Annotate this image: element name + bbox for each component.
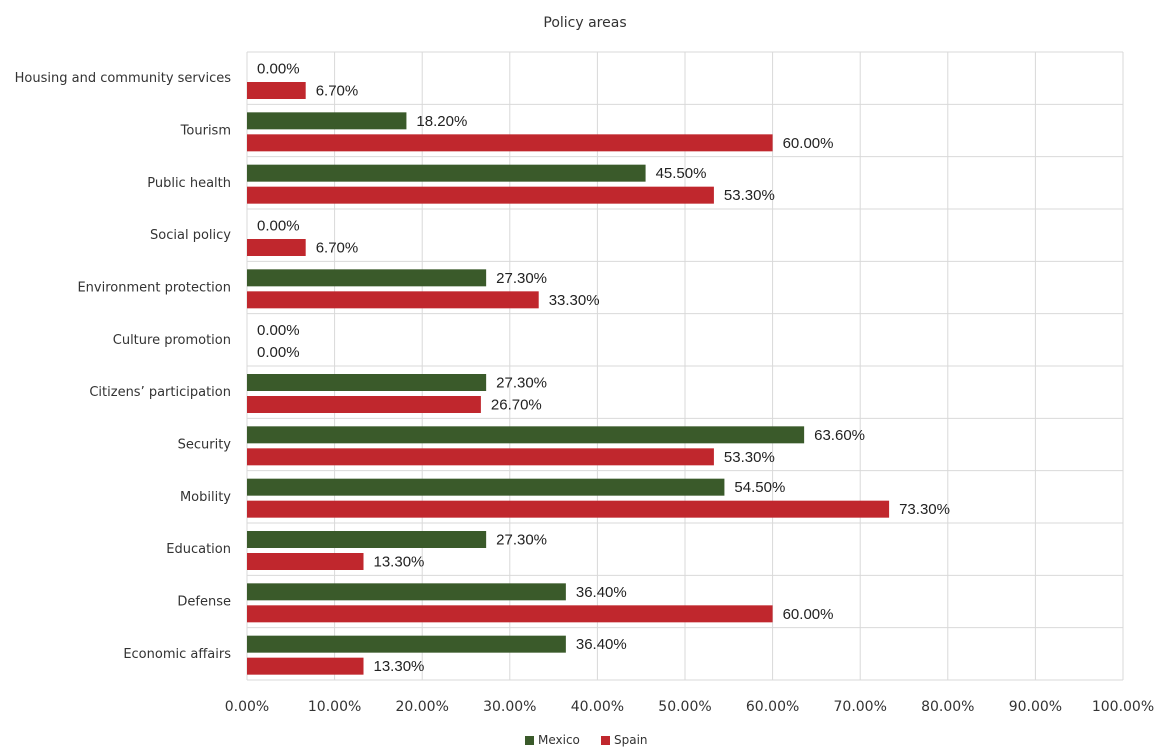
data-label-spain: 33.30% — [549, 292, 600, 309]
data-label-spain: 60.00% — [783, 135, 834, 152]
x-tick-label: 70.00% — [834, 699, 887, 715]
data-label-mexico: 27.30% — [496, 375, 547, 392]
data-label-spain: 60.00% — [783, 606, 834, 623]
data-label-spain: 0.00% — [257, 344, 300, 361]
category-label: Culture promotion — [113, 333, 231, 348]
legend-label-mexico: Mexico — [538, 733, 580, 747]
data-labels: 0.00% 6.70% 18.20% 60.00% 45.50% 53.30% 0.00% 6… — [257, 61, 950, 676]
data-label-mexico: 0.00% — [257, 61, 300, 78]
x-tick-label: 50.00% — [658, 699, 711, 715]
legend: Mexico Spain — [525, 733, 648, 747]
bar-mexico — [247, 583, 566, 601]
x-tick-label: 0.00% — [225, 699, 269, 715]
data-label-mexico: 36.40% — [576, 584, 627, 601]
bar-mexico — [247, 269, 487, 287]
bar-spain — [247, 605, 773, 623]
legend-swatch-mexico — [525, 736, 534, 745]
data-label-mexico: 36.40% — [576, 636, 627, 653]
category-label: Education — [166, 542, 231, 557]
category-label: Mobility — [180, 490, 231, 505]
data-label-spain: 53.30% — [724, 449, 775, 466]
x-tick-label: 30.00% — [483, 699, 536, 715]
row-separators — [247, 51, 1123, 681]
bar-spain — [247, 448, 714, 466]
bars — [247, 82, 890, 675]
bar-mexico — [247, 112, 407, 130]
data-label-mexico: 0.00% — [257, 218, 300, 235]
x-tick-label: 90.00% — [1009, 699, 1062, 715]
bar-spain — [247, 291, 539, 309]
data-label-mexico: 27.30% — [496, 270, 547, 287]
data-label-mexico: 18.20% — [416, 113, 467, 130]
x-tick-label: 20.00% — [396, 699, 449, 715]
bar-spain — [247, 396, 481, 413]
bar-mexico — [247, 164, 646, 182]
bar-spain — [247, 500, 890, 518]
x-tick-label: 80.00% — [921, 699, 974, 715]
x-tick-label: 40.00% — [571, 699, 624, 715]
category-label: Defense — [177, 595, 231, 610]
category-label: Social policy — [150, 228, 231, 243]
data-label-spain: 13.30% — [374, 554, 425, 571]
data-label-spain: 26.70% — [491, 397, 542, 414]
legend-swatch-spain — [601, 736, 610, 745]
bar-spain — [247, 134, 773, 152]
category-labels: Housing and community services Tourism Pub… — [15, 71, 232, 662]
x-tick-labels: 0.00% 10.00% 20.00% 30.00% 40.00% 50.00% 60.00… — [225, 699, 1154, 715]
data-label-spain: 73.30% — [899, 501, 950, 518]
data-label-mexico: 27.30% — [496, 532, 547, 549]
data-label-mexico: 54.50% — [734, 479, 785, 496]
bar-spain — [247, 657, 364, 675]
data-label-mexico: 63.60% — [814, 427, 865, 444]
category-label: Economic affairs — [123, 647, 231, 662]
x-tick-label: 100.00% — [1092, 699, 1154, 715]
bar-spain — [247, 82, 306, 99]
category-label: Tourism — [180, 124, 231, 139]
data-label-mexico: 45.50% — [656, 165, 707, 182]
x-tick-label: 60.00% — [746, 699, 799, 715]
category-label: Housing and community services — [15, 71, 232, 86]
data-label-spain: 6.70% — [316, 240, 359, 257]
category-label: Environment protection — [77, 281, 231, 296]
data-label-spain: 6.70% — [316, 83, 359, 100]
bar-spain — [247, 553, 364, 570]
bar-spain — [247, 239, 306, 256]
bar-mexico — [247, 374, 487, 391]
category-label: Security — [178, 438, 232, 453]
category-label: Public health — [147, 176, 231, 191]
bar-mexico — [247, 531, 487, 548]
x-tick-label: 10.00% — [308, 699, 361, 715]
data-label-spain: 53.30% — [724, 187, 775, 204]
data-label-spain: 13.30% — [374, 658, 425, 675]
chart-title: Policy areas — [543, 15, 626, 31]
data-label-mexico: 0.00% — [257, 322, 300, 339]
bar-mexico — [247, 635, 566, 653]
legend-label-spain: Spain — [614, 733, 648, 747]
bar-mexico — [247, 426, 805, 444]
category-label: Citizens’ participation — [89, 385, 231, 400]
bar-mexico — [247, 478, 725, 496]
bar-spain — [247, 186, 714, 204]
